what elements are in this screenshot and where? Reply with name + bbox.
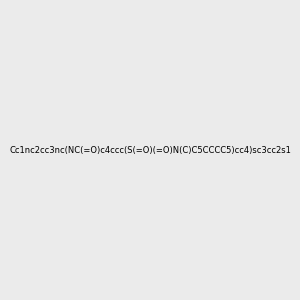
Text: Cc1nc2cc3nc(NC(=O)c4ccc(S(=O)(=O)N(C)C5CCCC5)cc4)sc3cc2s1: Cc1nc2cc3nc(NC(=O)c4ccc(S(=O)(=O)N(C)C5C… [9, 146, 291, 154]
